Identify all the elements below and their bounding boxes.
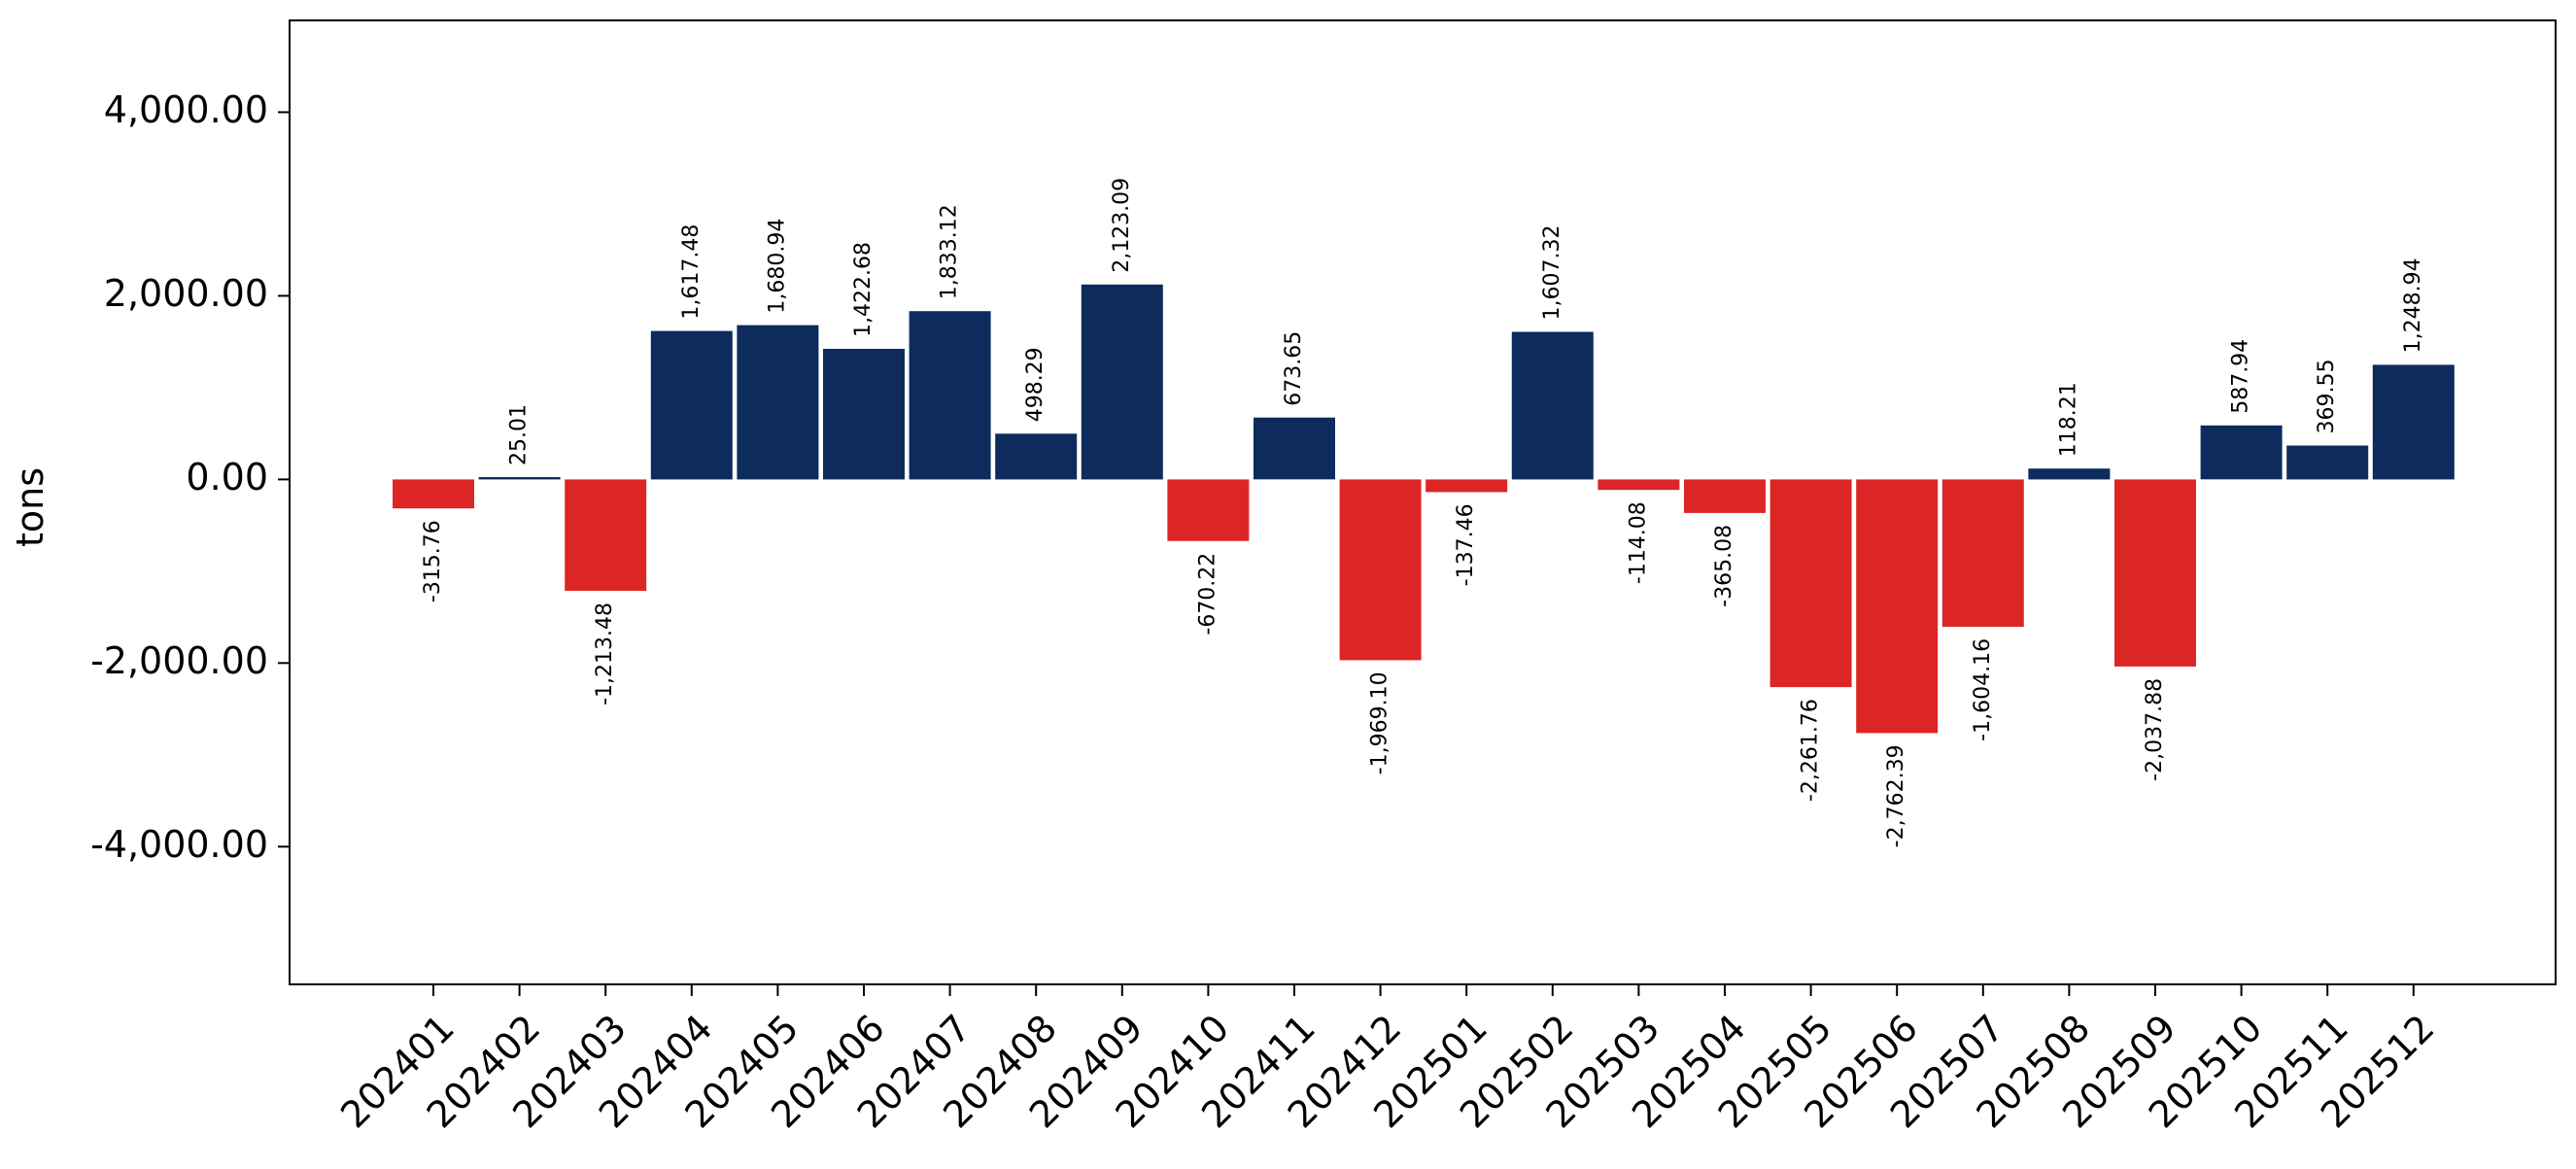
- data-label: 1,607.32: [1540, 225, 1564, 321]
- data-label: -670.22: [1195, 553, 1219, 636]
- bar-202505: [1769, 479, 1852, 688]
- bar-202510: [2200, 425, 2283, 480]
- bar-202508: [2028, 468, 2111, 480]
- bar-202405: [737, 325, 819, 480]
- bar-202506: [1856, 479, 1939, 734]
- data-label: 1,617.48: [679, 224, 704, 320]
- bar-202503: [1597, 479, 1680, 491]
- bar-202403: [565, 479, 647, 591]
- bar-202511: [2286, 445, 2369, 480]
- data-labels-group: -315.76 25.01 -1,213.48 1,617.48 1,680.94 1,4…: [421, 178, 2425, 847]
- data-label: 1,833.12: [938, 204, 962, 299]
- bars-group: [393, 284, 2455, 734]
- data-label: 369.55: [2315, 360, 2339, 434]
- x-axis: 2024012024022024032024042024052024062024…: [332, 984, 2443, 1136]
- data-label: 587.94: [2229, 339, 2253, 414]
- data-label: 673.65: [1282, 331, 1306, 406]
- data-label: -315.76: [421, 520, 445, 602]
- y-axis-label: tons: [9, 467, 52, 547]
- data-label: 1,680.94: [765, 219, 789, 314]
- data-label: -137.46: [1454, 503, 1478, 586]
- bar-202412: [1339, 479, 1422, 661]
- bar-202407: [909, 311, 991, 480]
- bar-202411: [1254, 417, 1335, 480]
- y-axis: -4,000.00 -2,000.00 0.00 2,000.00 4,000.00: [90, 88, 290, 866]
- data-label: 118.21: [2056, 382, 2080, 457]
- data-label: -2,037.88: [2143, 678, 2167, 781]
- data-label: 25.01: [507, 404, 532, 465]
- data-label: -2,762.39: [1884, 744, 1908, 847]
- y-tick-label: 0.00: [186, 456, 268, 499]
- bar-202512: [2372, 364, 2455, 480]
- bar-202409: [1081, 284, 1163, 480]
- data-label: -2,261.76: [1799, 699, 1823, 802]
- y-tick-label: 2,000.00: [104, 272, 268, 315]
- y-tick-label: 4,000.00: [104, 88, 268, 131]
- bar-202402: [478, 477, 561, 480]
- data-label: 2,123.09: [1110, 178, 1134, 273]
- data-label: -365.08: [1712, 525, 1736, 607]
- y-tick-label: -4,000.00: [90, 823, 268, 866]
- data-label: -1,604.16: [1971, 638, 1995, 741]
- bar-202410: [1167, 479, 1250, 541]
- y-tick-label: -2,000.00: [90, 639, 268, 682]
- data-label: -1,213.48: [593, 602, 617, 705]
- bar-202509: [2114, 479, 2196, 667]
- bar-202501: [1425, 479, 1508, 493]
- data-label: -114.08: [1626, 501, 1650, 584]
- data-label: 1,422.68: [851, 242, 876, 337]
- bar-202502: [1511, 331, 1594, 480]
- data-label: 1,248.94: [2401, 258, 2425, 353]
- plot-frame: [289, 19, 2557, 985]
- data-label: -1,969.10: [1368, 671, 1392, 774]
- bar-202408: [995, 433, 1078, 480]
- bar-202406: [823, 349, 905, 480]
- bar-202507: [1941, 479, 2024, 627]
- data-label: 498.29: [1023, 347, 1048, 422]
- bar-202404: [650, 330, 733, 480]
- bar-202401: [393, 479, 474, 509]
- bar-202504: [1684, 479, 1766, 513]
